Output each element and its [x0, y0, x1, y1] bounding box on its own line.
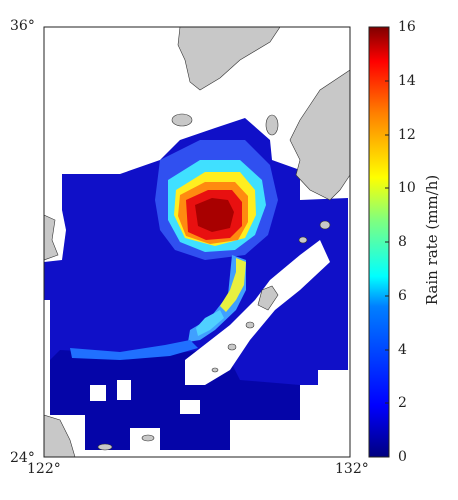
colorbar-tick-label: 2 — [398, 395, 407, 411]
rain-gap — [180, 400, 200, 414]
land-masses — [44, 27, 350, 457]
colorbar-tick-label: 6 — [398, 288, 407, 304]
rain-band-tail — [70, 340, 198, 360]
rain-gap — [90, 385, 106, 401]
land-china-coast — [44, 214, 59, 261]
land-island — [141, 434, 155, 442]
land-jeju — [171, 113, 193, 127]
land-island — [298, 236, 308, 244]
map-frame — [43, 26, 351, 458]
rain-spiral-tail — [196, 310, 224, 336]
land-korea — [177, 27, 281, 91]
lat-label-bottom: 24° — [10, 450, 35, 466]
rain-gap — [117, 380, 131, 400]
colorbar-title: Rain rate (mm/h) — [423, 174, 441, 306]
rain-peak — [195, 198, 234, 232]
lon-label-left: 122° — [27, 461, 61, 477]
rain-band — [188, 255, 246, 342]
colorbar-tick-label: 4 — [398, 342, 407, 358]
land-island — [211, 367, 219, 373]
land-island — [97, 443, 113, 451]
colorbar-ticks — [385, 26, 389, 458]
colorbar-tick-label: 0 — [398, 449, 407, 465]
colorbar-tick-label: 16 — [398, 19, 416, 35]
land-okinawa — [257, 285, 279, 311]
rain-gap — [70, 430, 84, 442]
rain-area-south — [50, 350, 300, 450]
land-kyushu — [289, 69, 350, 201]
colorbar-tick-label: 12 — [398, 127, 416, 143]
land-island — [245, 321, 255, 329]
rain-field — [44, 118, 348, 450]
rain-spiral — [220, 258, 246, 312]
land-island — [319, 220, 331, 230]
lon-label-right: 132° — [335, 461, 369, 477]
lat-label-top: 36° — [10, 18, 35, 34]
land-island — [265, 114, 279, 136]
land-island — [227, 343, 237, 351]
colorbar-tick-label: 14 — [398, 73, 416, 89]
land-taiwan — [44, 414, 76, 457]
colorbar-tick-label: 8 — [398, 234, 407, 250]
colorbar-tick-label: 10 — [398, 180, 416, 196]
rain-gap — [185, 240, 330, 385]
